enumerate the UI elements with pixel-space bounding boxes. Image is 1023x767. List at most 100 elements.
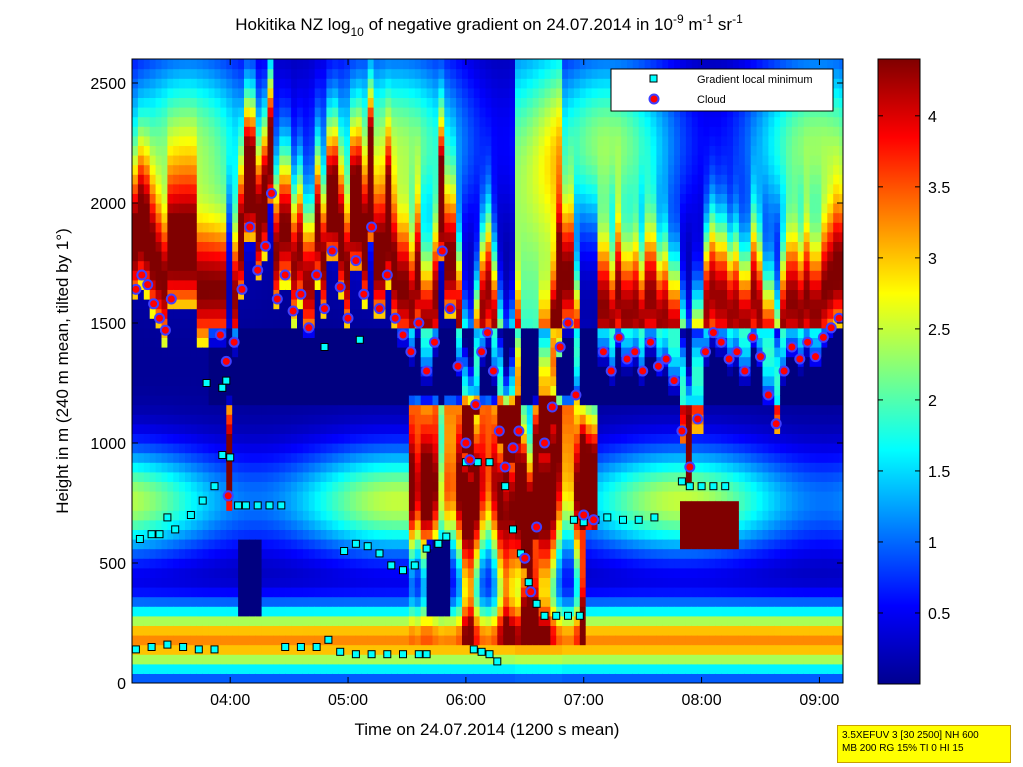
heatmap-cell bbox=[379, 289, 386, 300]
heatmap-cell bbox=[132, 539, 139, 550]
heatmap-cell bbox=[249, 673, 257, 683]
heatmap-cell bbox=[302, 385, 310, 396]
heatmap-cell bbox=[326, 251, 333, 262]
heatmap-cell bbox=[473, 318, 481, 329]
heatmap-cell bbox=[291, 366, 298, 377]
heatmap-cell bbox=[538, 299, 546, 310]
heatmap-cell bbox=[568, 279, 575, 290]
heatmap-cell bbox=[244, 279, 251, 290]
heatmap-cell bbox=[426, 203, 434, 214]
heatmap-cell bbox=[232, 519, 239, 530]
heatmap-cell bbox=[132, 606, 139, 617]
heatmap-cell bbox=[232, 203, 239, 214]
heatmap-cell bbox=[397, 423, 404, 434]
heatmap-cell bbox=[479, 481, 487, 492]
heatmap-cell bbox=[544, 97, 551, 108]
heatmap-cell bbox=[149, 155, 157, 166]
heatmap-cell bbox=[456, 78, 463, 89]
heatmap-cell bbox=[238, 423, 245, 434]
heatmap-cell bbox=[562, 395, 569, 406]
heatmap-cell bbox=[391, 606, 398, 617]
heatmap-cell bbox=[220, 212, 227, 223]
heatmap-cell bbox=[161, 375, 168, 386]
heatmap-cell bbox=[314, 59, 322, 70]
heatmap-cell bbox=[361, 116, 369, 127]
heatmap-cell bbox=[249, 68, 257, 79]
heatmap-cell bbox=[426, 270, 434, 281]
heatmap-cell bbox=[185, 443, 192, 454]
heatmap-cell bbox=[373, 164, 381, 175]
heatmap-cell bbox=[273, 116, 280, 127]
heatmap-cell bbox=[267, 87, 274, 98]
heatmap-cell bbox=[291, 471, 298, 482]
heatmap-cell bbox=[137, 116, 145, 127]
heatmap-cell bbox=[326, 519, 333, 530]
heatmap-cell bbox=[338, 539, 345, 550]
heatmap-cell bbox=[408, 241, 416, 252]
heatmap-cell bbox=[473, 68, 481, 79]
heatmap-cell bbox=[244, 452, 251, 463]
heatmap-cell bbox=[161, 68, 168, 79]
heatmap-cell bbox=[185, 260, 192, 271]
heatmap-cell bbox=[320, 183, 328, 194]
heatmap-cell bbox=[244, 644, 251, 655]
heatmap-cell bbox=[562, 529, 569, 540]
heatmap-cell bbox=[291, 222, 298, 233]
heatmap-cell bbox=[462, 270, 469, 281]
heatmap-cell bbox=[379, 164, 386, 175]
heatmap-cell bbox=[573, 471, 581, 482]
heatmap-cell bbox=[367, 548, 375, 559]
heatmap-cell bbox=[397, 395, 404, 406]
heatmap-cell bbox=[279, 135, 286, 146]
heatmap-cell bbox=[503, 241, 510, 252]
heatmap-cell bbox=[403, 126, 410, 137]
heatmap-cell bbox=[503, 116, 510, 127]
heatmap-cell bbox=[249, 414, 257, 425]
heatmap-cell bbox=[261, 308, 269, 319]
heatmap-cell bbox=[556, 241, 563, 252]
heatmap-cell bbox=[249, 395, 257, 406]
heatmap-cell bbox=[332, 471, 339, 482]
heatmap-cell bbox=[149, 289, 157, 300]
heatmap-cell bbox=[267, 606, 274, 617]
heatmap-cell bbox=[503, 59, 510, 70]
heatmap-cell bbox=[167, 443, 174, 454]
heatmap-cell bbox=[149, 414, 157, 425]
heatmap-cell bbox=[167, 433, 174, 444]
heatmap-cell bbox=[403, 260, 410, 271]
heatmap-cell bbox=[132, 481, 139, 492]
heatmap-cell bbox=[185, 462, 192, 473]
heatmap-cell bbox=[214, 423, 221, 434]
heatmap-cell bbox=[173, 308, 180, 319]
heatmap-cell bbox=[568, 519, 575, 530]
heatmap-cell bbox=[132, 567, 139, 578]
heatmap-cell bbox=[326, 548, 333, 559]
heatmap-cell bbox=[314, 663, 322, 674]
heatmap-cell bbox=[226, 59, 233, 70]
heatmap-cell bbox=[190, 135, 198, 146]
heatmap-cell bbox=[350, 193, 357, 204]
heatmap-cell bbox=[479, 59, 487, 70]
heatmap-cell bbox=[344, 78, 351, 89]
heatmap-cell bbox=[326, 155, 333, 166]
heatmap-cell bbox=[450, 68, 457, 79]
heatmap-cell bbox=[196, 279, 204, 290]
heatmap-cell bbox=[350, 231, 357, 242]
heatmap-cell bbox=[544, 318, 551, 329]
heatmap-cell bbox=[355, 366, 363, 377]
heatmap-cell bbox=[261, 193, 269, 204]
heatmap-cell bbox=[573, 212, 581, 223]
heatmap-cell bbox=[308, 260, 316, 271]
heatmap-cell bbox=[467, 347, 475, 358]
heatmap-cell bbox=[367, 443, 375, 454]
heatmap-cell bbox=[550, 471, 557, 482]
heatmap-cell bbox=[220, 433, 227, 444]
heatmap-cell bbox=[479, 231, 487, 242]
heatmap-cell bbox=[179, 414, 186, 425]
heatmap-cell bbox=[291, 433, 298, 444]
heatmap-cell bbox=[279, 78, 286, 89]
heatmap-cell bbox=[361, 510, 369, 521]
heatmap-cell bbox=[520, 174, 528, 185]
heatmap-cell bbox=[167, 347, 174, 358]
heatmap-cell bbox=[462, 356, 469, 367]
